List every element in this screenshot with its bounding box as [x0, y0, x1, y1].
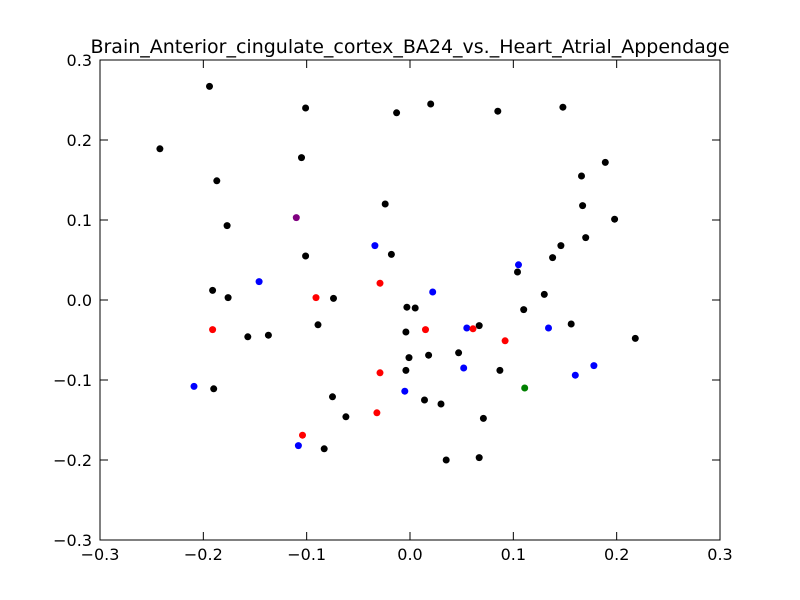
data-point	[387, 250, 395, 258]
data-point	[190, 382, 198, 390]
data-point	[545, 324, 552, 332]
y-tick-label: 0.2	[67, 131, 92, 150]
y-tick-label: 0.1	[67, 211, 92, 230]
x-tick-label: 0.3	[707, 545, 732, 564]
data-point	[631, 334, 639, 342]
ticks-layer: −0.3 −0.2 −0.1 0.0 0.1 0.2 0.3 −0.3 −0.2 −0.1 0.0 0…	[53, 51, 733, 564]
data-point	[421, 396, 428, 404]
data-point	[244, 333, 252, 341]
data-point	[371, 242, 379, 250]
data-point	[496, 366, 504, 374]
data-point	[393, 109, 401, 117]
data-point	[455, 349, 463, 357]
data-point	[298, 154, 305, 162]
data-point	[582, 234, 590, 242]
data-point	[475, 322, 483, 330]
y-tick-label: −0.3	[53, 531, 92, 550]
data-point	[330, 294, 337, 302]
data-point	[514, 268, 521, 276]
data-point	[210, 385, 218, 393]
data-point	[302, 252, 310, 260]
data-point	[209, 286, 217, 294]
x-tick-label: −0.1	[287, 545, 326, 564]
data-point	[460, 364, 468, 372]
data-point	[156, 145, 164, 153]
data-point	[314, 321, 322, 329]
data-point	[494, 107, 502, 115]
data-point	[475, 454, 483, 462]
data-point	[611, 215, 619, 223]
data-point	[401, 387, 409, 395]
data-point	[381, 200, 389, 208]
data-point	[255, 278, 263, 286]
data-point	[422, 326, 429, 334]
data-point	[579, 202, 587, 210]
data-point	[557, 242, 565, 250]
data-point	[411, 304, 419, 312]
x-tick-label: 0.0	[397, 545, 422, 564]
data-point	[567, 320, 575, 328]
data-point	[405, 354, 413, 362]
data-point	[376, 279, 384, 287]
chart-title: Brain_Anterior_cingulate_cortex_BA24_vs.…	[90, 36, 729, 58]
data-point	[463, 324, 471, 332]
x-tick-label: −0.3	[81, 545, 120, 564]
data-point	[329, 393, 336, 401]
data-point	[264, 331, 272, 339]
plot-frame	[99, 59, 721, 541]
data-point	[302, 104, 310, 112]
data-point	[206, 82, 213, 90]
data-point	[590, 362, 598, 370]
y-tick-label: −0.1	[53, 371, 92, 390]
data-point	[540, 290, 548, 298]
data-point	[559, 103, 567, 111]
x-tick-label: −0.2	[184, 545, 223, 564]
y-tick-label: −0.2	[53, 451, 92, 470]
points-layer	[156, 82, 639, 464]
data-point	[549, 254, 557, 262]
data-point	[299, 431, 306, 439]
data-point	[403, 303, 411, 311]
y-tick-label: 0.0	[67, 291, 92, 310]
data-point	[213, 177, 221, 185]
data-point	[442, 456, 450, 464]
data-point	[209, 326, 217, 334]
x-tick-label: 0.1	[501, 545, 526, 564]
data-point	[342, 413, 350, 421]
data-point	[312, 294, 320, 302]
data-point	[376, 369, 384, 377]
data-point	[501, 337, 509, 345]
x-tick-label: 0.2	[604, 545, 629, 564]
data-point	[320, 445, 328, 453]
data-point	[373, 409, 381, 417]
data-point	[521, 384, 529, 392]
data-point	[402, 328, 410, 336]
data-point	[515, 261, 522, 269]
data-point	[294, 442, 302, 450]
data-point	[429, 288, 437, 296]
data-point	[292, 214, 300, 222]
data-point	[571, 371, 579, 379]
data-point	[520, 306, 528, 314]
data-point	[479, 414, 487, 422]
y-tick-label: 0.3	[67, 51, 92, 70]
data-point	[224, 294, 232, 302]
data-point	[427, 100, 435, 108]
data-point	[223, 222, 231, 230]
data-point	[578, 172, 585, 180]
data-point	[425, 351, 433, 359]
data-point	[437, 400, 445, 408]
data-point	[469, 325, 477, 333]
data-point	[601, 158, 609, 166]
data-point	[402, 366, 410, 374]
